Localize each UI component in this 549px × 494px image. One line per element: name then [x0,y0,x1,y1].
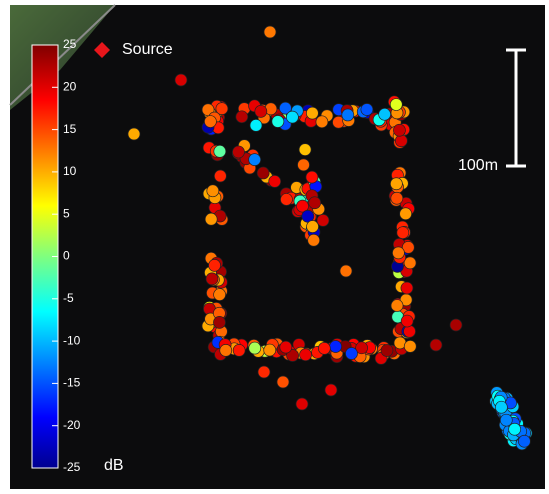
measurement-point [450,319,462,331]
measurement-point [381,344,393,356]
measurement-point [255,105,267,117]
measurement-point [257,167,269,179]
measurement-point [207,185,219,197]
colorbar-tick-label: -20 [63,418,81,432]
measurement-point [306,107,318,119]
measurement-point [249,154,261,166]
colorbar-tick-label: 10 [63,164,77,178]
measurement-point [395,135,407,147]
measurement-point [280,193,292,205]
measurement-point [392,247,404,259]
measurement-point [250,119,262,131]
measurement-point [220,344,232,356]
colorbar-tick-label: -25 [63,460,81,474]
measurement-point [175,74,187,86]
measurement-point [298,159,310,171]
measurement-point [307,221,319,233]
measurement-point [342,109,354,121]
measurement-point [397,227,409,239]
measurement-point [296,398,308,410]
measurement-point [393,124,405,136]
colorbar-tick-label: 15 [63,122,77,136]
legend-label: Source [122,41,173,58]
measurement-point [269,175,281,187]
measurement-point [391,192,403,204]
measurement-point [390,99,402,111]
measurement-point [214,170,226,182]
measurement-point [236,111,248,123]
measurement-point [495,401,507,413]
measurement-point [379,108,391,120]
measurement-point [330,340,342,352]
measurement-point [401,315,413,327]
measurement-point [233,344,245,356]
measurement-point [390,178,402,190]
measurement-point [204,116,216,128]
colorbar-tick-label: -15 [63,376,81,390]
measurement-point [340,265,352,277]
measurement-point [316,116,328,128]
measurement-point [216,103,228,115]
colorbar-tick-label: -5 [63,291,74,305]
measurement-point [299,144,311,156]
map-figure: dB Source 100m 25 20 15 10 5 0 -5 -10 -15 -20 -25 [0,0,549,494]
measurement-point [401,282,413,294]
measurement-point [209,259,221,271]
measurement-point [214,289,226,301]
measurement-point [300,349,312,361]
measurement-point [400,208,412,220]
measurement-point [286,111,298,123]
measurement-point [214,145,226,157]
measurement-point [518,435,530,447]
measurement-point [346,347,358,359]
measurement-point [317,214,329,226]
measurement-point [249,342,261,354]
measurement-point [272,115,284,127]
measurement-point [404,325,416,337]
measurement-point [309,197,321,209]
measurement-point [258,366,270,378]
measurement-point [318,342,330,354]
measurement-point [308,234,320,246]
measurement-point [280,341,292,353]
measurement-point [232,146,244,158]
colorbar-tick-label: 0 [63,249,70,263]
scale-bar-label: 100m [458,157,498,174]
measurement-point [306,171,318,183]
measurement-point [500,414,512,426]
colorbar-tick-label: 5 [63,206,70,220]
measurement-point [205,213,217,225]
measurement-point [264,344,276,356]
colorbar-tick-label: -10 [63,333,81,347]
measurement-point [430,339,442,351]
measurement-point [206,273,218,285]
measurement-point [277,376,289,388]
colorbar-tick-label: 25 [63,37,77,51]
measurement-point [325,384,337,396]
measurement-point [213,316,225,328]
measurement-point [509,423,521,435]
colorbar-tick-label: 20 [63,79,77,93]
measurement-point [128,128,140,140]
measurement-point [391,300,403,312]
measurement-point [264,26,276,38]
colorbar-unit: dB [104,457,124,474]
satellite-background [10,5,545,489]
measurement-point [361,103,373,115]
measurement-point [404,340,416,352]
